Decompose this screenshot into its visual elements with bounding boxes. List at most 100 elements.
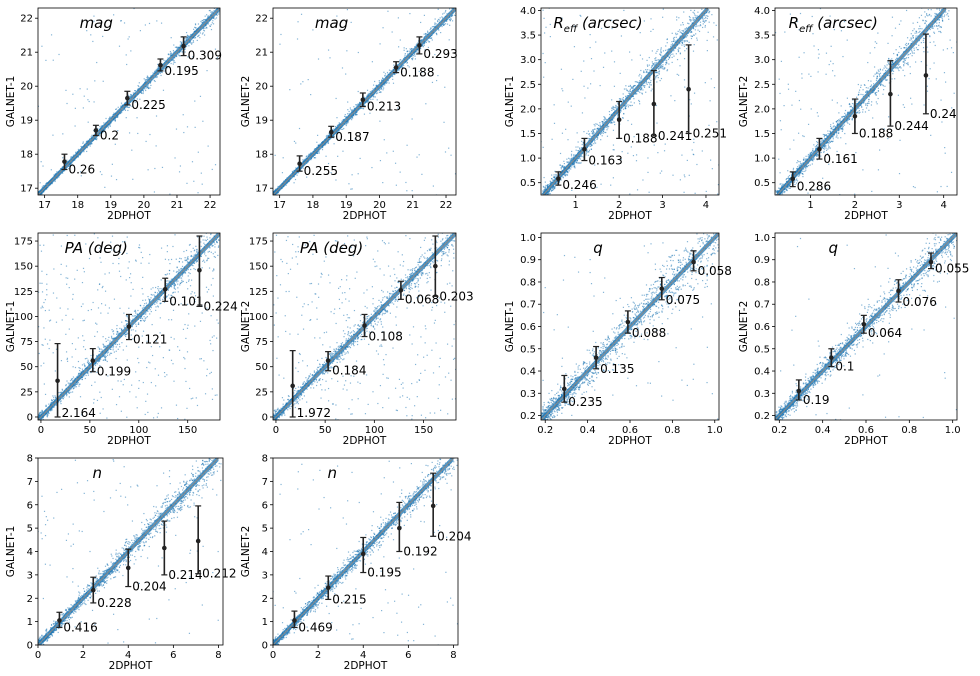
scatter-point <box>705 16 707 18</box>
scatter-point <box>639 54 641 56</box>
scatter-point <box>451 20 454 22</box>
scatter-point <box>196 39 198 42</box>
scatter-point <box>328 133 331 135</box>
scatter-point <box>338 130 340 132</box>
scatter-point <box>882 85 884 87</box>
scatter-point <box>387 79 389 82</box>
scatter-point <box>560 166 562 169</box>
scatter-point <box>708 9 710 11</box>
scatter-point <box>110 175 113 177</box>
scatter-point <box>802 135 804 137</box>
scatter-point <box>437 20 439 23</box>
scatter-point <box>690 9 692 12</box>
scatter-point <box>274 195 275 196</box>
scatter-point <box>561 166 563 168</box>
scatter-point <box>680 31 682 34</box>
scatter-point <box>573 166 575 168</box>
errorbar-marker <box>158 62 163 68</box>
scatter-point <box>912 30 914 32</box>
scatter-point <box>427 46 430 49</box>
scatter-point <box>649 84 651 86</box>
scatter-point <box>704 5 705 6</box>
scatter-point <box>197 35 200 37</box>
scatter-point <box>948 3 949 4</box>
scatter-point <box>148 77 150 79</box>
scatter-point <box>75 151 77 153</box>
scatter-point <box>134 90 136 92</box>
scatter-point <box>545 26 547 28</box>
scatter-point <box>600 132 602 135</box>
scatter-point <box>685 27 688 29</box>
scatter-point <box>599 125 601 127</box>
scatter-point <box>65 89 67 91</box>
scatter-point <box>683 174 685 176</box>
scatter-point <box>813 144 815 146</box>
scatter-point <box>574 165 576 167</box>
scatter-point <box>900 47 902 50</box>
scatter-point <box>289 89 291 91</box>
scatter-point <box>830 60 832 62</box>
scatter-point <box>194 24 197 26</box>
scatter-point <box>401 71 403 73</box>
scatter-point <box>442 24 444 26</box>
scatter-point <box>655 52 657 54</box>
scatter-point <box>350 117 352 119</box>
scatter-point <box>417 49 419 51</box>
scatter-point <box>442 13 444 15</box>
scatter-point <box>882 93 884 95</box>
scatter-point <box>612 105 614 108</box>
scatter-point <box>892 73 894 75</box>
scatter-point <box>890 70 893 72</box>
scatter-point <box>601 131 603 133</box>
scatter-point <box>450 154 452 156</box>
scatter-point <box>425 103 427 105</box>
scatter-point <box>666 62 668 64</box>
scatter-point <box>878 74 881 76</box>
scatter-point <box>298 127 301 130</box>
scatter-point <box>677 50 680 52</box>
scatter-point <box>674 100 676 102</box>
scatter-point <box>622 117 624 119</box>
scatter-point <box>616 106 619 108</box>
scatter-point <box>596 136 599 138</box>
scatter-point <box>103 130 105 132</box>
scatter-point <box>613 106 615 109</box>
scatter-point <box>104 186 106 188</box>
scatter-point <box>202 20 204 22</box>
scatter-point <box>800 108 802 110</box>
scatter-point <box>657 68 660 70</box>
scatter-point <box>660 65 662 67</box>
scatter-point <box>708 21 710 23</box>
scatter-point <box>623 112 625 115</box>
scatter-point <box>411 190 413 192</box>
scatter-point <box>642 89 644 91</box>
scatter-point <box>696 25 698 27</box>
scatter-point <box>629 104 631 106</box>
scatter-point <box>854 193 856 195</box>
scatter-point <box>146 79 148 81</box>
scatter-point <box>163 68 165 70</box>
scatter-point <box>209 25 211 27</box>
scatter-point <box>104 128 106 130</box>
scatter-point <box>117 130 119 132</box>
scatter-point <box>66 159 68 161</box>
scatter-point <box>651 61 653 63</box>
scatter-point <box>139 98 141 100</box>
errorbar: 0.2 <box>92 124 119 143</box>
scatter-point <box>709 100 711 102</box>
scatter-point <box>453 5 454 6</box>
errorbar-value-label: 0.26 <box>68 163 95 177</box>
scatter-point <box>684 86 686 88</box>
scatter-point <box>72 154 75 156</box>
scatter-point <box>183 48 186 50</box>
scatter-point <box>382 27 384 29</box>
scatter-point <box>174 46 177 48</box>
scatter-point <box>198 34 200 36</box>
scatter-point <box>619 72 621 74</box>
scatter-point <box>696 15 698 17</box>
scatter-point <box>673 38 675 41</box>
scatter-point <box>52 59 54 61</box>
scatter-point <box>617 103 619 106</box>
scatter-point <box>658 59 660 61</box>
scatter-point <box>578 156 581 159</box>
